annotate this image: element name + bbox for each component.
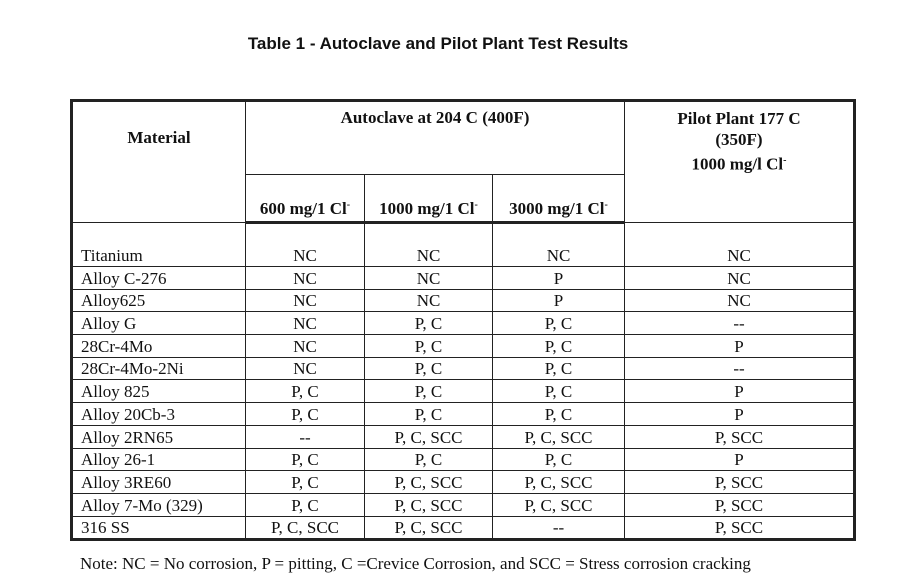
cell-autoclave-600: NC [245, 222, 365, 267]
table-row: Alloy 3RE60 P, C P, C, SCC P, C, SCC P, SCC [71, 470, 855, 494]
cell-autoclave-3000: P, C [492, 356, 625, 381]
cell-autoclave-600: NC [245, 266, 365, 290]
cell-material: 316 SS [71, 515, 246, 541]
header-material: Material [71, 100, 246, 223]
cell-autoclave-600: P, C [245, 447, 365, 472]
table-row: Alloy625 NC NC P NC [71, 288, 855, 313]
cell-autoclave-600: P, C, SCC [245, 515, 365, 541]
cell-autoclave-3000: P, C [492, 447, 625, 472]
cell-autoclave-1000: P, C [364, 334, 493, 358]
cell-autoclave-3000: P, C, SCC [492, 492, 625, 517]
table-note: Note: NC = No corrosion, P = pitting, C … [80, 554, 751, 573]
cell-autoclave-1000: P, C [364, 447, 493, 472]
cell-material: 28Cr-4Mo [71, 334, 246, 358]
table-row: Alloy 7-Mo (329) P, C P, C, SCC P, C, SCC P,… [71, 492, 855, 517]
cell-pilot-plant: -- [624, 311, 855, 336]
cell-autoclave-3000: P, C [492, 402, 625, 426]
cell-autoclave-3000: P, C [492, 334, 625, 358]
cell-material: Alloy 26-1 [71, 447, 246, 472]
cell-autoclave-1000: P, C [364, 356, 493, 381]
cell-autoclave-600: NC [245, 288, 365, 313]
cell-autoclave-1000: P, C, SCC [364, 492, 493, 517]
header-600: 600 mg/1 Cl- [245, 174, 365, 224]
cell-material: Titanium [71, 222, 246, 267]
cell-pilot-plant: NC [624, 288, 855, 313]
cell-autoclave-3000: -- [492, 515, 625, 541]
cell-autoclave-1000: P, C [364, 402, 493, 426]
cell-pilot-plant: P, SCC [624, 470, 855, 494]
cell-material: Alloy C-276 [71, 266, 246, 290]
cell-autoclave-600: P, C [245, 402, 365, 426]
header-1000: 1000 mg/1 Cl- [364, 174, 493, 224]
cell-pilot-plant: P [624, 402, 855, 426]
table-row: 28Cr-4Mo-2Ni NC P, C P, C -- [71, 356, 855, 381]
cell-autoclave-1000: P, C [364, 379, 493, 404]
cell-pilot-plant: NC [624, 266, 855, 290]
cell-autoclave-600: NC [245, 356, 365, 381]
cell-autoclave-3000: NC [492, 222, 625, 267]
cell-material: Alloy 2RN65 [71, 424, 246, 449]
cell-autoclave-1000: P, C, SCC [364, 424, 493, 449]
table-row: Alloy 2RN65 -- P, C, SCC P, C, SCC P, SCC [71, 424, 855, 449]
cell-pilot-plant: P, SCC [624, 424, 855, 449]
cell-autoclave-600: -- [245, 424, 365, 449]
cell-material: 28Cr-4Mo-2Ni [71, 356, 246, 381]
cell-material: Alloy 20Cb-3 [71, 402, 246, 426]
cell-material: Alloy G [71, 311, 246, 336]
pilot-line-2: (350F) [715, 130, 763, 149]
cell-pilot-plant: P, SCC [624, 492, 855, 517]
cell-autoclave-1000: NC [364, 266, 493, 290]
cell-pilot-plant: P, SCC [624, 515, 855, 541]
cell-autoclave-600: P, C [245, 492, 365, 517]
cell-material: Alloy 7-Mo (329) [71, 492, 246, 517]
pilot-line-1: Pilot Plant 177 C [677, 109, 801, 128]
cell-material: Alloy 3RE60 [71, 470, 246, 494]
cell-pilot-plant: NC [624, 222, 855, 267]
table-row: Titanium NC NC NC NC [71, 222, 855, 267]
header-3000: 3000 mg/1 Cl- [492, 174, 625, 224]
cell-material: Alloy625 [71, 288, 246, 313]
table-row: Alloy G NC P, C P, C -- [71, 311, 855, 336]
table-row: Alloy C-276 NC NC P NC [71, 266, 855, 290]
cell-autoclave-1000: NC [364, 288, 493, 313]
cell-autoclave-1000: NC [364, 222, 493, 267]
table-row: 316 SS P, C, SCC P, C, SCC -- P, SCC [71, 515, 855, 541]
cell-autoclave-1000: P, C [364, 311, 493, 336]
cell-autoclave-600: P, C [245, 379, 365, 404]
cell-autoclave-3000: P, C [492, 311, 625, 336]
cell-pilot-plant: P [624, 334, 855, 358]
cell-material: Alloy 825 [71, 379, 246, 404]
header-autoclave: Autoclave at 204 C (400F) [245, 100, 625, 175]
cell-autoclave-3000: P [492, 266, 625, 290]
cell-pilot-plant: -- [624, 356, 855, 381]
cell-autoclave-600: NC [245, 334, 365, 358]
cell-autoclave-3000: P, C, SCC [492, 470, 625, 494]
cell-pilot-plant: P [624, 447, 855, 472]
header-pilot-plant: Pilot Plant 177 C (350F) 1000 mg/l Cl- [624, 100, 855, 223]
cell-autoclave-1000: P, C, SCC [364, 515, 493, 541]
cell-autoclave-1000: P, C, SCC [364, 470, 493, 494]
cell-autoclave-3000: P, C [492, 379, 625, 404]
cell-autoclave-600: P, C [245, 470, 365, 494]
cell-autoclave-600: NC [245, 311, 365, 336]
table-title: Table 1 - Autoclave and Pilot Plant Test… [247, 34, 629, 53]
results-table: Material Autoclave at 204 C (400F) Pilot… [70, 99, 856, 542]
pilot-line-3: 1000 mg/l Cl- [691, 154, 787, 174]
cell-autoclave-3000: P, C, SCC [492, 424, 625, 449]
cell-autoclave-3000: P [492, 288, 625, 313]
cell-pilot-plant: P [624, 379, 855, 404]
